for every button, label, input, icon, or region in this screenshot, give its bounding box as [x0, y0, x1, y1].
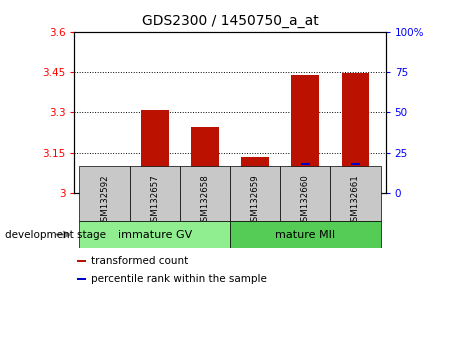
Bar — [230, 166, 280, 221]
Bar — [230, 221, 381, 248]
Bar — [129, 166, 180, 221]
Text: GSM132661: GSM132661 — [351, 175, 360, 227]
Bar — [91, 188, 118, 193]
Bar — [77, 260, 86, 262]
Bar — [100, 179, 109, 181]
Bar — [301, 163, 310, 165]
Text: transformed count: transformed count — [91, 256, 189, 266]
Bar — [331, 166, 381, 221]
Bar — [291, 75, 319, 193]
Text: GSM132659: GSM132659 — [251, 175, 260, 227]
Bar — [180, 166, 230, 221]
Bar — [200, 172, 209, 175]
Bar — [241, 157, 269, 193]
Bar — [141, 110, 169, 193]
Text: immature GV: immature GV — [118, 229, 192, 240]
Bar — [79, 221, 230, 248]
Text: GSM132657: GSM132657 — [150, 175, 159, 227]
Text: GSM132658: GSM132658 — [200, 175, 209, 227]
Bar — [280, 166, 331, 221]
Text: GSM132660: GSM132660 — [301, 175, 310, 227]
Bar — [79, 166, 129, 221]
Title: GDS2300 / 1450750_a_at: GDS2300 / 1450750_a_at — [142, 14, 318, 28]
Bar — [342, 73, 369, 193]
Bar — [150, 172, 159, 175]
Text: development stage: development stage — [5, 229, 106, 240]
Text: mature MII: mature MII — [275, 229, 336, 240]
Bar — [251, 174, 260, 176]
Bar — [351, 163, 360, 165]
Text: percentile rank within the sample: percentile rank within the sample — [91, 274, 267, 284]
Bar — [77, 278, 86, 280]
Text: GSM132592: GSM132592 — [100, 175, 109, 227]
Bar — [191, 127, 219, 193]
